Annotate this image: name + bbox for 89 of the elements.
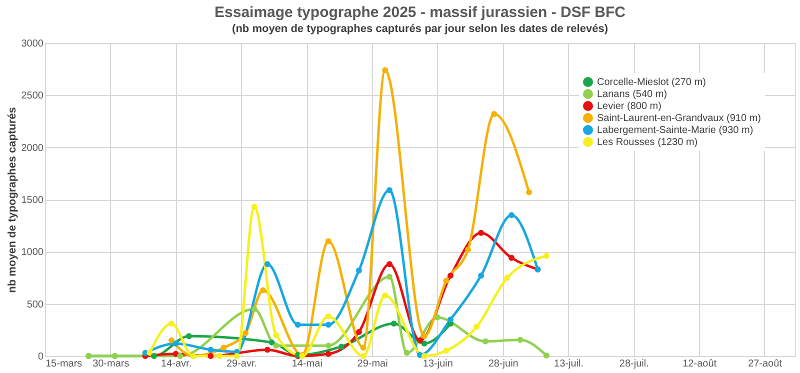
point — [208, 353, 214, 359]
point — [186, 333, 192, 340]
point — [508, 254, 515, 261]
point — [325, 350, 332, 357]
point — [251, 204, 258, 210]
x-tick-label: 30-mars — [92, 358, 130, 370]
legend-label: Labergement-Sainte-Marie (930 m) — [597, 125, 754, 136]
point — [543, 352, 550, 358]
point — [382, 67, 388, 74]
point — [386, 261, 392, 268]
y-tick-label: 1000 — [21, 247, 44, 258]
point — [543, 252, 550, 259]
point — [325, 342, 332, 349]
point — [260, 287, 266, 294]
point — [448, 316, 454, 322]
point — [251, 306, 258, 312]
point — [360, 353, 366, 359]
point — [386, 274, 392, 280]
point — [338, 344, 345, 350]
point — [356, 329, 362, 335]
y-tick-label: 2000 — [21, 142, 44, 154]
legend-label: Levier (800 m) — [597, 101, 662, 112]
point — [404, 350, 410, 356]
point — [474, 324, 480, 330]
point — [264, 261, 270, 268]
x-tick-label: 27-août — [748, 358, 782, 370]
x-tick-label: 15-mars — [46, 358, 82, 370]
point — [421, 340, 428, 346]
point — [421, 333, 428, 340]
point — [421, 353, 428, 359]
legend-label: Corcelle-Mieslot (270 m) — [597, 77, 706, 88]
point — [220, 344, 227, 351]
point — [234, 353, 240, 359]
y-axis-title: nb moyen de typographes capturés — [6, 107, 18, 293]
y-tick-label: 2500 — [21, 90, 44, 102]
point — [208, 346, 214, 353]
chart-subtitle: (nb moyen de typographes capturés par jour selon les dates de relevés) — [232, 23, 608, 35]
point — [242, 330, 249, 336]
point — [325, 322, 332, 328]
point — [273, 342, 280, 349]
point — [325, 238, 332, 244]
point — [434, 314, 440, 320]
point — [151, 353, 158, 359]
point — [448, 272, 454, 279]
x-tick-label: 13-juin — [422, 358, 453, 370]
x-tick-label: 28-juil. — [619, 358, 649, 370]
point — [478, 230, 484, 236]
point — [508, 212, 515, 218]
point — [443, 278, 450, 284]
x-tick-label: 29-mai — [357, 358, 388, 370]
point — [294, 322, 301, 328]
point — [168, 337, 174, 344]
y-tick-label: 1500 — [21, 195, 44, 206]
point — [526, 189, 532, 196]
y-tick-label: 3000 — [21, 38, 44, 50]
point — [517, 336, 524, 343]
point — [482, 338, 488, 344]
chart-title: Essaimage typographe 2025 - massif jurassien - DSF BFC — [214, 4, 626, 21]
point — [491, 110, 498, 117]
point — [168, 320, 174, 327]
point — [382, 292, 388, 298]
point — [177, 353, 184, 359]
point — [443, 348, 450, 354]
x-tick-label: 12-août — [682, 358, 717, 370]
legend-label: Les Rousses (1230 m) — [597, 137, 698, 148]
x-tick-label: 29-avr. — [226, 358, 258, 370]
point — [172, 340, 179, 346]
x-tick-label: 13-juil. — [554, 358, 584, 370]
point — [356, 267, 362, 274]
y-tick-label: 0 — [38, 352, 44, 362]
point — [216, 353, 222, 359]
x-tick-label: 14-mai — [292, 358, 322, 370]
point — [273, 332, 280, 338]
point — [360, 344, 366, 351]
point — [478, 272, 484, 279]
point — [417, 337, 423, 344]
legend-label: Lanans (540 m) — [597, 89, 668, 100]
point — [504, 274, 510, 281]
point — [325, 313, 332, 320]
y-tick-label: 500 — [26, 299, 44, 310]
legend-label: Saint-Laurent-en-Grandvaux (910 m) — [597, 113, 761, 124]
point — [386, 187, 392, 194]
point — [264, 346, 270, 353]
point — [464, 246, 471, 253]
point — [268, 339, 275, 346]
point — [146, 350, 153, 356]
x-tick-label: 28-juin — [488, 358, 518, 370]
x-tick-label: 14-avr. — [161, 358, 192, 370]
point — [390, 320, 397, 327]
